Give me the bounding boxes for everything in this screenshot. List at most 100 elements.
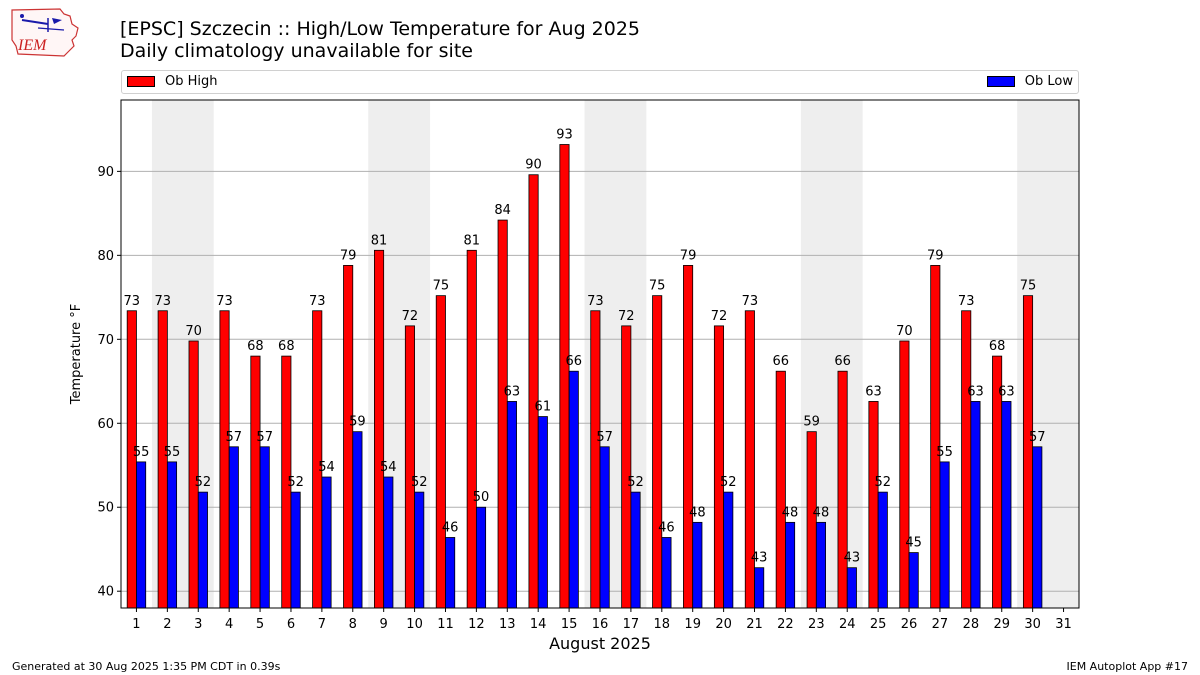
data-label-high: 73 bbox=[587, 294, 604, 309]
bar-ob-high bbox=[837, 370, 848, 609]
x-tick-label: 20 bbox=[715, 617, 732, 632]
data-label-low: 46 bbox=[658, 520, 675, 535]
x-tick-label: 31 bbox=[1055, 617, 1072, 632]
legend-label-high: Ob High bbox=[165, 74, 218, 89]
data-label-low: 52 bbox=[287, 475, 304, 490]
bar-ob-low bbox=[970, 401, 981, 609]
data-label-high: 68 bbox=[278, 339, 295, 354]
x-tick-label: 9 bbox=[380, 617, 388, 632]
data-label-high: 73 bbox=[742, 294, 759, 309]
bar-ob-low bbox=[815, 521, 826, 609]
x-tick-label: 10 bbox=[406, 617, 423, 632]
data-label-low: 48 bbox=[689, 505, 706, 520]
data-label-low: 63 bbox=[504, 384, 521, 399]
bar-ob-low bbox=[846, 567, 857, 609]
svg-text:IEM: IEM bbox=[17, 37, 48, 54]
data-label-low: 57 bbox=[1029, 430, 1046, 445]
data-label-low: 57 bbox=[226, 430, 243, 445]
bar-ob-low bbox=[414, 491, 425, 609]
bar-ob-low bbox=[290, 491, 301, 609]
bar-ob-low bbox=[537, 416, 548, 609]
bar-ob-low bbox=[475, 506, 487, 609]
bar-ob-high bbox=[219, 310, 230, 609]
data-label-high: 75 bbox=[649, 279, 666, 294]
data-label-low: 43 bbox=[751, 551, 768, 566]
x-tick-label: 13 bbox=[499, 617, 516, 632]
bar-ob-low bbox=[228, 446, 239, 609]
data-label-low: 46 bbox=[442, 520, 459, 535]
x-tick-label: 4 bbox=[225, 617, 233, 632]
data-label-high: 73 bbox=[216, 294, 233, 309]
bar-ob-low bbox=[445, 537, 456, 609]
bar-ob-low bbox=[692, 521, 703, 609]
bar-ob-high bbox=[343, 265, 354, 609]
y-tick-label: 50 bbox=[97, 501, 114, 516]
data-label-high: 75 bbox=[1020, 279, 1037, 294]
x-tick-label: 22 bbox=[777, 617, 794, 632]
chart-subtitle: Daily climatology unavailable for site bbox=[120, 40, 473, 62]
data-label-low: 66 bbox=[565, 354, 582, 369]
x-tick-label: 21 bbox=[746, 617, 763, 632]
data-label-low: 63 bbox=[967, 384, 984, 399]
bar-ob-low bbox=[661, 537, 672, 609]
x-tick-label: 7 bbox=[318, 617, 326, 632]
data-label-high: 79 bbox=[680, 248, 697, 263]
data-label-high: 68 bbox=[989, 339, 1006, 354]
x-tick-label: 24 bbox=[839, 617, 856, 632]
bar-ob-high bbox=[497, 219, 508, 609]
data-label-high: 81 bbox=[463, 233, 480, 248]
bar-ob-low bbox=[1032, 446, 1043, 609]
data-label-low: 57 bbox=[596, 430, 613, 445]
data-label-low: 48 bbox=[782, 505, 799, 520]
bar-ob-high bbox=[435, 295, 446, 609]
data-label-high: 84 bbox=[494, 203, 511, 218]
legend-swatch-low bbox=[986, 76, 1015, 87]
x-tick-label: 26 bbox=[901, 617, 918, 632]
data-label-low: 52 bbox=[874, 475, 891, 490]
footer-app: IEM Autoplot App #17 bbox=[1066, 660, 1189, 673]
bar-ob-low bbox=[723, 491, 734, 609]
legend-label-low: Ob Low bbox=[1024, 74, 1073, 89]
legend-item-low: Ob Low bbox=[986, 74, 1073, 90]
data-label-low: 57 bbox=[256, 430, 273, 445]
data-label-high: 72 bbox=[402, 309, 419, 324]
bar-ob-low bbox=[599, 446, 610, 609]
bar-ob-high bbox=[868, 401, 879, 609]
data-label-high: 70 bbox=[185, 324, 202, 339]
bar-ob-low bbox=[259, 446, 270, 609]
bar-ob-high bbox=[621, 325, 632, 609]
data-label-low: 52 bbox=[195, 475, 212, 490]
data-label-low: 55 bbox=[164, 445, 181, 460]
bar-ob-high bbox=[559, 144, 570, 609]
bar-ob-high bbox=[528, 174, 539, 609]
x-tick-label: 12 bbox=[468, 617, 485, 632]
data-label-high: 81 bbox=[371, 233, 388, 248]
data-label-high: 59 bbox=[803, 415, 820, 430]
data-label-high: 90 bbox=[525, 158, 542, 173]
y-tick-label: 60 bbox=[97, 417, 114, 432]
bar-ob-low bbox=[352, 431, 363, 609]
bar-ob-low bbox=[1001, 401, 1012, 609]
bar-ob-low bbox=[939, 461, 950, 609]
bar-ob-low bbox=[568, 370, 579, 609]
bar-ob-high bbox=[713, 325, 725, 609]
bar-ob-high bbox=[1022, 295, 1034, 609]
bar-ob-high bbox=[590, 310, 601, 609]
data-label-high: 93 bbox=[556, 128, 573, 143]
data-label-high: 66 bbox=[773, 354, 790, 369]
bar-ob-high bbox=[466, 249, 477, 609]
x-tick-label: 1 bbox=[132, 617, 140, 632]
data-label-high: 73 bbox=[309, 294, 326, 309]
x-tick-label: 27 bbox=[932, 617, 949, 632]
x-tick-label: 29 bbox=[993, 617, 1010, 632]
x-tick-label: 17 bbox=[623, 617, 640, 632]
bar-ob-high bbox=[683, 265, 694, 609]
x-tick-label: 25 bbox=[870, 617, 887, 632]
data-label-low: 55 bbox=[133, 445, 150, 460]
x-tick-label: 23 bbox=[808, 617, 825, 632]
bar-ob-low bbox=[136, 461, 147, 609]
bar-ob-low bbox=[908, 552, 919, 609]
bar-ob-high bbox=[775, 370, 786, 609]
x-tick-label: 8 bbox=[349, 617, 357, 632]
y-tick-label: 90 bbox=[97, 165, 114, 180]
